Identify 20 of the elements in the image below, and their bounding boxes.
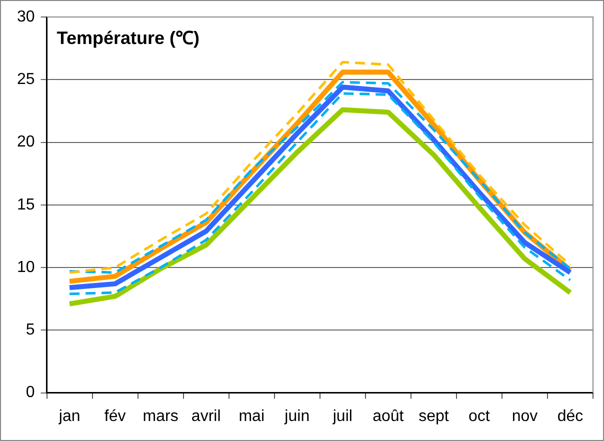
x-tick-label: avril	[191, 408, 221, 425]
x-tick-label: sept	[418, 408, 450, 425]
y-tick-label: 20	[17, 134, 35, 151]
y-tick-label: 10	[17, 258, 35, 276]
x-tick-label: août	[372, 408, 404, 425]
x-tick-label: juil	[332, 408, 352, 425]
x-tick-label: oct	[468, 408, 490, 425]
y-tick-label: 25	[17, 71, 35, 88]
y-tick-label: 30	[17, 8, 35, 26]
y-tick-label: 15	[17, 196, 35, 214]
x-tick-label: déc	[557, 408, 584, 425]
y-tick-label: 5	[26, 322, 35, 339]
x-tick-label: jan	[58, 408, 80, 425]
x-tick-label: juin	[284, 408, 310, 425]
x-tick-label: fév	[104, 408, 126, 425]
x-tick-label: mars	[142, 408, 178, 425]
text: Température (℃)	[56, 28, 200, 48]
x-tick-label: mai	[238, 408, 265, 425]
x-tick-label: nov	[512, 408, 538, 425]
y-tick-label: 0	[26, 384, 35, 402]
